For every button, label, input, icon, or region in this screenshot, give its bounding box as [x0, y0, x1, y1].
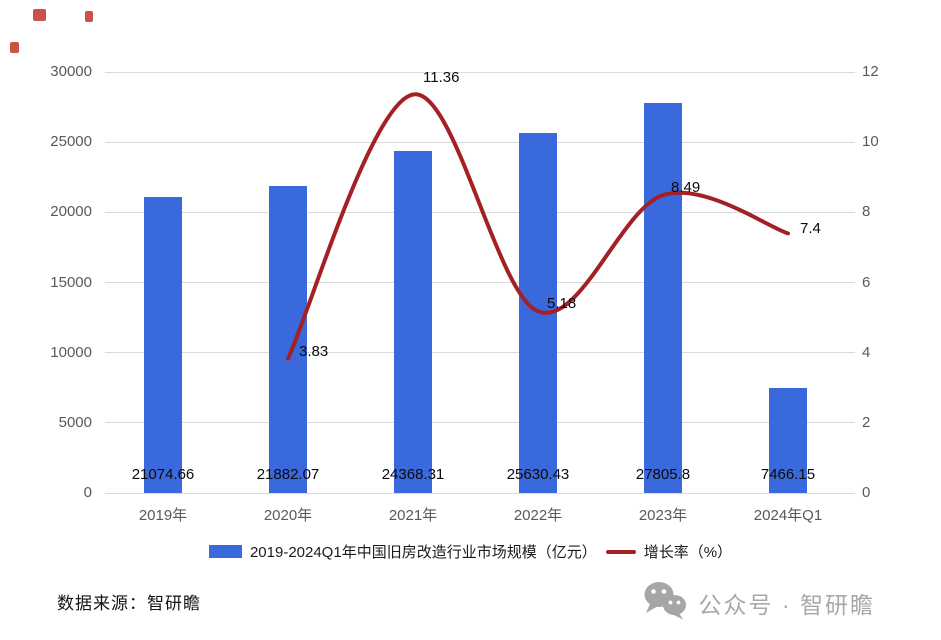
watermark-text: 公众号 · 智研瞻 [698, 591, 875, 618]
bar-value-label: 24368.31 [381, 466, 445, 483]
y-tick-right: 10 [862, 133, 879, 151]
y-tick-right: 2 [862, 413, 871, 431]
bar-2023年 [644, 102, 682, 493]
bar-value-label: 25630.43 [506, 466, 570, 483]
y-tick-left: 15000 [50, 273, 92, 291]
legend-label-growth-rate: 增长率（%） [643, 544, 733, 561]
category-label: 2020年 [263, 507, 313, 524]
y-tick-right: 8 [862, 203, 871, 221]
category-label: 2019年 [138, 507, 188, 524]
line-series-swatch [605, 549, 636, 554]
bar-value-label: 7466.15 [760, 466, 816, 483]
gridline [105, 422, 855, 424]
chart-legend: 2019-2024Q1年中国旧房改造行业市场规模（亿元） 增长率（%） [0, 541, 941, 562]
bar-2019年 [144, 197, 182, 493]
gridline [105, 71, 855, 73]
chart-plot-area: 21074.66 21882.07 24368.31 25630.43 27805.8 7… [105, 69, 855, 494]
gridline [105, 492, 855, 494]
y-tick-left: 0 [83, 484, 92, 501]
y-tick-right: 6 [862, 273, 871, 291]
legend-label-market-size: 2019-2024Q1年中国旧房改造行业市场规模（亿元） [249, 544, 597, 561]
gridline [105, 211, 855, 213]
category-label: 2022年 [513, 507, 563, 524]
data-source-note: 数据来源：智研瞻 [57, 594, 201, 613]
y-tick-right: 12 [862, 63, 879, 80]
wechat-icon [641, 580, 689, 625]
bar-2020年 [269, 185, 307, 493]
growth-rate-line [286, 92, 790, 361]
gridline [105, 141, 855, 143]
category-label: 2024年Q1 [753, 507, 823, 524]
red-artifact-mark [85, 11, 93, 22]
gridline [105, 352, 855, 354]
bar-value-label: 27805.8 [635, 466, 691, 483]
bar-value-label: 21882.07 [256, 466, 320, 483]
wechat-watermark: 公众号 · 智研瞻 [641, 580, 875, 625]
gridline [105, 282, 855, 283]
y-tick-right: 0 [862, 484, 871, 501]
red-artifact-mark [33, 9, 46, 21]
red-artifact-mark [10, 42, 19, 53]
y-tick-left: 30000 [50, 63, 92, 80]
y-tick-left: 10000 [50, 343, 92, 361]
category-label: 2021年 [388, 507, 438, 524]
category-label: 2023年 [638, 507, 688, 524]
bar-2024年Q1 [769, 388, 807, 493]
bar-series-swatch [208, 545, 242, 558]
line-value-label: 3.83 [299, 342, 329, 360]
line-value-label: 7.4 [800, 220, 821, 238]
line-value-label: 11.36 [423, 69, 460, 87]
line-value-label: 8.49 [671, 179, 701, 197]
bar-value-label: 21074.66 [131, 466, 195, 483]
y-tick-left: 25000 [50, 133, 92, 151]
legend-item-market-size: 2019-2024Q1年中国旧房改造行业市场规模（亿元） [208, 541, 597, 562]
line-value-label: 5.18 [547, 295, 577, 313]
y-tick-left: 20000 [50, 203, 92, 221]
y-tick-left: 5000 [58, 413, 92, 431]
bar-2021年 [394, 151, 432, 493]
y-tick-right: 4 [862, 343, 871, 361]
legend-item-growth-rate: 增长率（%） [605, 541, 733, 562]
